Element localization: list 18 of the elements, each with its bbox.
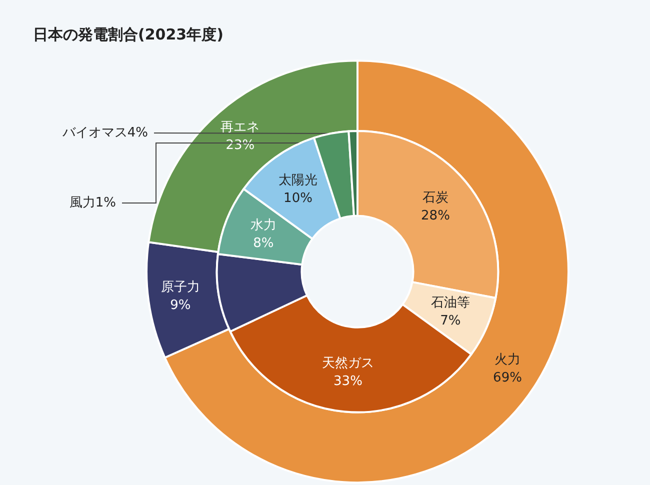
slice-label: 火力 <box>494 352 521 368</box>
slice-label: 石油等 <box>430 295 470 310</box>
data-label: 7% <box>440 313 461 328</box>
data-label: 10% <box>284 191 312 206</box>
data-label: 33% <box>334 374 362 389</box>
data-label: 28% <box>421 208 450 224</box>
slice-label: バイオマス4% <box>61 126 148 140</box>
slice-label: 石炭 <box>422 190 448 206</box>
slice-label: 再エネ <box>220 120 260 136</box>
slice-label: 水力 <box>250 218 276 233</box>
slice-label: 原子力 <box>160 280 200 296</box>
data-label: 8% <box>253 236 274 251</box>
chart-title: 日本の発電割合(2023年度) <box>33 26 224 44</box>
slice-label: 天然ガス <box>322 356 374 371</box>
data-label: 69% <box>493 370 522 386</box>
slice-label: 太陽光 <box>278 173 318 188</box>
slice-label: 風力1% <box>69 196 116 210</box>
data-label: 9% <box>170 298 191 314</box>
